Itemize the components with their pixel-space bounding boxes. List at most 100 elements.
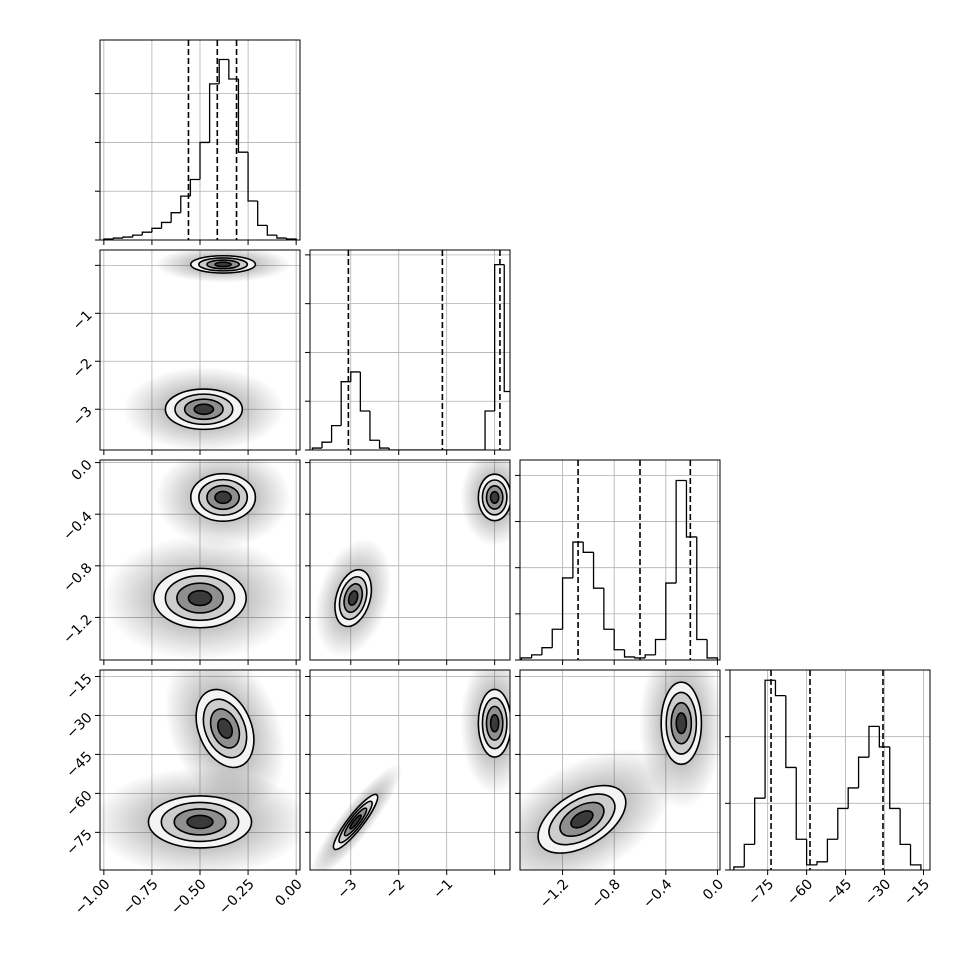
histogram-step (754, 797, 766, 845)
axes-frame (99, 669, 301, 871)
histogram-step (909, 844, 922, 870)
histogram-step (484, 410, 495, 450)
histogram-step (350, 371, 361, 382)
histogram-step (520, 657, 532, 660)
histogram-step (764, 679, 776, 799)
y-tick-label: −0.4 (60, 508, 95, 543)
y-tick-label: −30 (63, 710, 95, 742)
plot-area (310, 250, 510, 450)
histogram-step (180, 195, 191, 213)
panel (305, 249, 511, 455)
axes-frame (99, 39, 301, 241)
contour-level (570, 810, 594, 829)
y-tick-label: −15 (63, 671, 95, 703)
x-tick-label: 0.0 (700, 876, 727, 903)
contour-level (489, 490, 500, 505)
x-tick-label: −15 (901, 876, 933, 908)
histogram-step (141, 231, 152, 236)
plot-area (100, 460, 300, 660)
histogram-step (122, 236, 133, 239)
histogram-step (330, 424, 342, 443)
histogram-step (572, 541, 584, 578)
y-tick-label: −3 (70, 404, 96, 430)
histogram-step (378, 440, 390, 449)
histogram-step (857, 756, 869, 788)
plot-area (100, 40, 300, 240)
histogram-step (257, 200, 268, 227)
x-tick-label: −45 (823, 876, 855, 908)
x-tick-label: −0.75 (120, 876, 162, 918)
histogram-step (340, 381, 351, 426)
histogram-step (237, 79, 249, 153)
x-tick-label: −1.2 (537, 876, 572, 911)
x-tick-label: −1.00 (72, 876, 114, 918)
x-tick-label: −60 (784, 876, 816, 908)
axes-frame (729, 669, 931, 871)
plot-area (520, 670, 720, 870)
histogram-step (706, 639, 719, 660)
histogram-step (551, 628, 563, 648)
contour-level (187, 589, 213, 607)
plot-area (310, 460, 510, 660)
axes-frame (309, 669, 511, 871)
histogram-step (321, 441, 332, 449)
panel: −3 −2 −1 (70, 249, 301, 455)
histogram-step (675, 479, 687, 584)
histogram-step (889, 746, 901, 810)
x-tick-label: −0.4 (640, 876, 675, 911)
histogram-step (503, 264, 510, 393)
histogram-step (785, 695, 797, 769)
x-tick-label: −0.25 (216, 876, 258, 918)
axes-frame (309, 249, 511, 451)
x-tick-label: −2 (382, 876, 408, 902)
histogram-step (696, 536, 708, 641)
histogram-step (634, 656, 646, 659)
histogram-step (151, 227, 162, 233)
histogram-step (582, 542, 594, 553)
histogram-step (805, 839, 818, 866)
histogram-step (160, 221, 172, 229)
histogram-step (359, 371, 370, 412)
histogram-step (218, 58, 229, 84)
histogram-step (112, 237, 124, 240)
histogram-step (603, 588, 615, 630)
panel (95, 39, 301, 245)
histogram-step (795, 767, 807, 840)
histogram-step (199, 141, 210, 180)
contour-level (214, 490, 232, 505)
histogram-step (247, 152, 258, 202)
x-tick-label: −3 (335, 876, 361, 902)
contour-level (489, 714, 500, 733)
panel (305, 459, 511, 665)
plot-area (520, 460, 720, 660)
contour-level (216, 717, 234, 739)
histogram-step (868, 725, 880, 758)
histogram-step (592, 552, 604, 589)
histogram-step (228, 59, 239, 80)
contour-level (347, 590, 359, 606)
plot-area (100, 670, 300, 870)
y-tick-label: −1.2 (60, 612, 95, 647)
y-tick-label: 0.0 (69, 457, 96, 484)
x-tick-label: −30 (862, 876, 894, 908)
y-tick-label: −2 (70, 356, 96, 382)
panel: −1.2 −0.8 −0.4 0.0 (515, 669, 727, 912)
y-tick-label: −45 (63, 749, 95, 781)
contour-level (675, 712, 688, 735)
panel: −1.2 −0.8 −0.4 0.0 (60, 457, 301, 665)
contour-level (349, 814, 362, 830)
histogram-step (276, 235, 287, 239)
histogram-step (266, 225, 277, 236)
histogram-step (311, 447, 322, 450)
histogram-step (878, 726, 890, 748)
histogram-step (685, 480, 697, 538)
y-tick-label: −0.8 (60, 560, 95, 595)
axes-frame (519, 669, 721, 871)
histogram-step (665, 582, 677, 640)
histogram-step (644, 654, 656, 658)
plot-area (100, 250, 300, 450)
contour-level (186, 814, 214, 830)
y-tick-label: −1 (70, 308, 96, 334)
y-tick-label: −75 (63, 827, 95, 859)
